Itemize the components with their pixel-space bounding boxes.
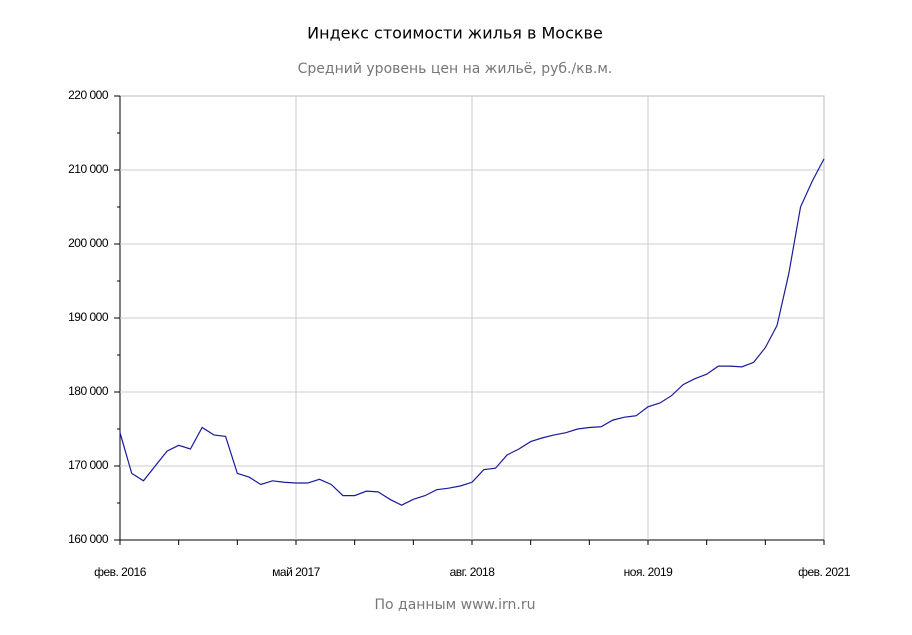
- x-tick-label: авг. 2018: [450, 565, 496, 579]
- x-tick-label: ноя. 2019: [624, 565, 673, 579]
- x-tick-label: фев. 2021: [798, 565, 851, 579]
- y-tick-label: 170 000: [68, 458, 109, 472]
- x-tick-label: фев. 2016: [94, 565, 147, 579]
- y-tick-label: 180 000: [68, 384, 109, 398]
- y-tick-label: 190 000: [68, 310, 109, 324]
- chart-title: Индекс стоимости жилья в Москве: [307, 24, 603, 43]
- y-tick-label: 160 000: [68, 532, 109, 546]
- chart-subtitle: Средний уровень цен на жильё, руб./кв.м.: [298, 61, 613, 77]
- y-tick-label: 220 000: [68, 88, 109, 102]
- y-tick-label: 210 000: [68, 162, 109, 176]
- x-tick-label: май 2017: [272, 565, 320, 579]
- data-line: [119, 158, 825, 506]
- y-tick-label: 200 000: [68, 236, 109, 250]
- source-note: По данным www.irn.ru: [374, 597, 535, 613]
